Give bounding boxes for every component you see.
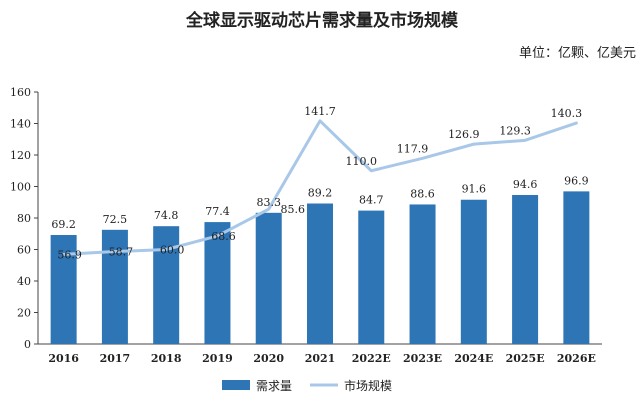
- x-tick-label: 2017: [100, 352, 131, 365]
- x-tick-label: 2018: [151, 352, 182, 365]
- x-tick-label: 2022E: [352, 352, 391, 365]
- x-tick-label: 2023E: [403, 352, 442, 365]
- line-data-label: 141.7: [304, 105, 336, 118]
- line-data-label: 56.9: [57, 248, 82, 261]
- line-data-label: 58.7: [109, 246, 134, 259]
- legend-bar-label: 需求量: [256, 379, 292, 393]
- line-data-label: 110.0: [346, 155, 378, 168]
- chart-title: 全球显示驱动芯片需求量及市场规模: [186, 11, 458, 31]
- line-data-label: 60.0: [160, 244, 185, 257]
- bar: [307, 203, 333, 344]
- y-tick-label: 140: [10, 118, 31, 131]
- bar: [409, 204, 436, 344]
- bar: [563, 191, 590, 344]
- unit-label: 单位：亿颗、亿美元: [518, 46, 636, 61]
- y-tick-label: 80: [17, 212, 31, 225]
- y-tick-label: 0: [24, 338, 31, 351]
- x-tick-label: 2026E: [557, 352, 596, 365]
- y-tick-label: 20: [17, 307, 31, 320]
- x-tick-label: 2021: [305, 352, 336, 365]
- y-tick-label: 40: [17, 275, 31, 288]
- legend-bar-swatch: [222, 380, 250, 390]
- bar: [358, 210, 385, 344]
- bar-data-label: 96.9: [564, 174, 589, 187]
- bar-data-label: 89.2: [308, 187, 333, 200]
- bar: [204, 222, 231, 344]
- line-data-label: 68.6: [211, 230, 236, 243]
- line-data-label: 129.3: [499, 124, 531, 137]
- bar-data-label: 77.4: [205, 205, 230, 218]
- line-data-label: 140.3: [551, 107, 583, 120]
- bar-data-label: 74.8: [154, 209, 179, 222]
- bar-data-label: 94.6: [513, 178, 538, 191]
- legend-line-label: 市场规模: [344, 378, 392, 393]
- bar-data-label: 72.5: [103, 213, 128, 226]
- bar-data-label: 88.6: [410, 187, 435, 200]
- x-tick-label: 2020: [253, 352, 284, 365]
- bar: [460, 199, 487, 344]
- line-series-path: [62, 119, 578, 256]
- x-tick-label: 2025E: [506, 352, 545, 365]
- bar: [101, 229, 128, 344]
- bar-data-label: 83.3: [256, 196, 281, 209]
- bar-data-label: 69.2: [51, 218, 76, 231]
- y-tick-label: 120: [10, 149, 31, 162]
- y-tick-label: 100: [10, 181, 31, 194]
- x-tick-label: 2019: [202, 352, 233, 365]
- x-tick-label: 2016: [48, 352, 79, 365]
- line-data-label: 85.6: [280, 203, 305, 216]
- bar: [512, 195, 539, 344]
- line-data-label: 117.9: [397, 142, 429, 155]
- line-data-label: 126.9: [448, 128, 480, 141]
- bar: [255, 212, 282, 344]
- y-tick-label: 60: [17, 244, 31, 257]
- bar-data-label: 91.6: [462, 183, 487, 196]
- bar-data-label: 84.7: [359, 194, 384, 207]
- x-tick-label: 2024E: [454, 352, 493, 365]
- y-tick-label: 160: [10, 86, 31, 99]
